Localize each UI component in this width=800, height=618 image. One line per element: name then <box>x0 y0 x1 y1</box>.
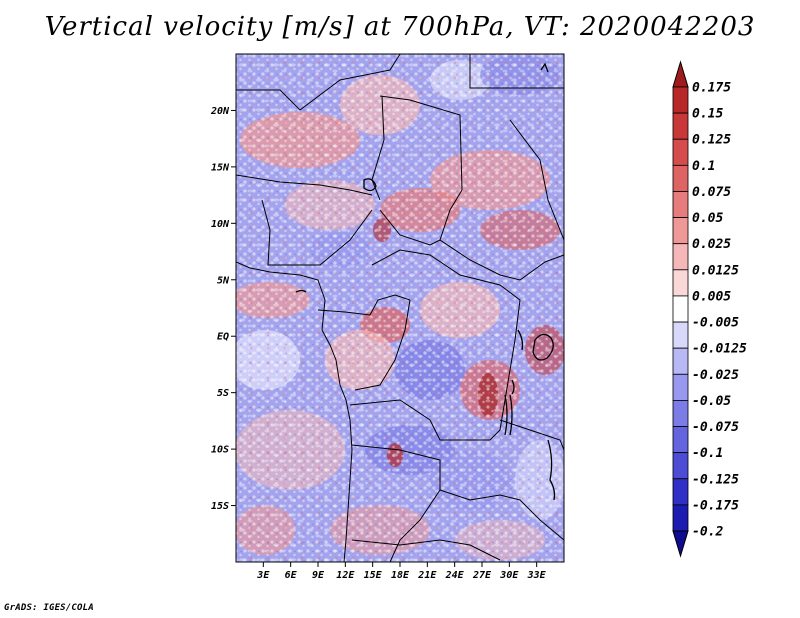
colorbar-segment <box>672 452 689 480</box>
colorbar-segment <box>672 191 689 218</box>
lon-tick-label: 21E <box>417 570 437 581</box>
border-libya-chad <box>379 95 463 191</box>
lon-tick-label: 9E <box>312 570 325 581</box>
colorbar-label: 0.175 <box>692 81 731 96</box>
colorbar-label: -0.1 <box>692 446 723 461</box>
border-car-drc <box>371 249 521 301</box>
lake-victoria <box>532 333 554 361</box>
border-zambia <box>439 489 564 541</box>
colorbar-label: 0.15 <box>692 107 723 122</box>
latitude-axis: 20N 15N 10N 5N EQ 5S 10S 15S <box>210 106 236 512</box>
lat-tick-label: 5S <box>217 388 229 399</box>
lon-tick-label: 12E <box>336 570 355 581</box>
colorbar-segment <box>672 347 689 375</box>
colorbar-segment <box>672 426 689 454</box>
colorbar-label: -0.0125 <box>692 342 747 357</box>
lake-chad <box>363 178 377 192</box>
lat-tick-label: 15N <box>211 162 230 173</box>
colorbar-label: -0.2 <box>692 525 723 540</box>
border-cameroon-congo <box>317 294 411 316</box>
colorbar-label: -0.05 <box>692 394 731 409</box>
chart-title: Vertical velocity [m/s] at 700hPa, VT: 2… <box>44 12 756 42</box>
colorbar-label: -0.025 <box>692 368 739 383</box>
lat-tick-label: 10N <box>211 219 230 230</box>
colorbar-label: 0.125 <box>692 133 731 148</box>
border-angola <box>351 444 441 562</box>
border-nigeria <box>261 199 373 266</box>
colorbar-label: 0.1 <box>692 159 715 174</box>
colorbar-segment <box>672 112 689 140</box>
field-texture-coarse <box>236 54 564 562</box>
lake-nasser <box>540 62 549 73</box>
border-east-africa <box>509 119 564 241</box>
lon-tick-label: 15E <box>364 570 383 581</box>
border-drc-south <box>349 399 490 441</box>
colorbar-segment <box>672 269 689 297</box>
lon-tick-label: 3E <box>256 570 270 581</box>
colorbar-max-arrow <box>672 60 689 88</box>
colorbar-segment <box>672 321 689 349</box>
colorbar-label: 0.05 <box>692 211 723 226</box>
lon-tick-label: 30E <box>499 570 519 581</box>
border-sahel <box>236 174 373 196</box>
lat-tick-label: 5N <box>217 275 230 286</box>
colorbar-label: -0.005 <box>692 316 739 331</box>
colorbar-segment <box>672 86 689 114</box>
longitude-axis: 3E 6E 9E 12E 15E 18E 21E 24E 27E 30E 33E <box>256 562 547 581</box>
colorbar-label: -0.125 <box>692 472 739 487</box>
lake-kivu <box>511 379 515 395</box>
colorbar-segment <box>672 164 689 192</box>
border-congo-drc <box>354 299 411 391</box>
colorbar-segment <box>672 217 689 245</box>
lat-tick-label: 20N <box>210 106 230 117</box>
lon-tick-label: 33E <box>527 570 547 581</box>
colorbar-label: 0.025 <box>692 237 731 252</box>
lon-tick-label: 18E <box>391 570 410 581</box>
lake-albert <box>517 329 524 351</box>
colorbar-label: 0.075 <box>692 185 731 200</box>
border-north-west <box>236 54 401 111</box>
lakes-and-rivers <box>295 62 556 501</box>
coast-island <box>295 289 307 293</box>
country-borders <box>236 54 564 562</box>
border-tanzania <box>499 419 564 451</box>
colorbar-segment <box>672 138 689 166</box>
colorbar-min-arrow <box>672 530 689 558</box>
colorbar: 0.175 0.15 0.125 0.1 0.075 0.05 0.025 0.0125 0.0… <box>672 60 747 558</box>
colorbar-segment <box>672 243 689 271</box>
border-niger-chad <box>371 95 385 201</box>
lat-tick-label: 15S <box>211 501 229 512</box>
footer-credit: GrADS: IGES/COLA <box>4 603 94 613</box>
map-plot-area <box>236 54 564 562</box>
colorbar-label: 0.0125 <box>692 263 739 278</box>
colorbar-segment <box>672 478 689 506</box>
colorbar-segment <box>672 504 689 532</box>
lon-tick-label: 27E <box>472 570 492 581</box>
colorbar-segment <box>672 295 689 323</box>
border-horn <box>469 54 564 89</box>
lon-tick-label: 24E <box>445 570 465 581</box>
colorbar-label: -0.175 <box>692 498 739 513</box>
lake-tanganyika <box>504 394 513 436</box>
colorbar-segment <box>672 400 689 427</box>
lat-tick-label: EQ <box>217 332 229 343</box>
colorbar-label: -0.075 <box>692 420 739 435</box>
lon-tick-label: 6E <box>285 570 298 581</box>
coastline-west-africa <box>236 261 353 562</box>
lat-tick-label: 10S <box>211 445 229 456</box>
border-namibia <box>351 539 501 561</box>
border-drc-east <box>489 299 521 441</box>
lake-malawi <box>547 439 556 501</box>
border-chad-sudan <box>439 189 564 281</box>
colorbar-label: 0.005 <box>692 289 731 304</box>
colorbar-segment <box>672 373 689 401</box>
border-car-chad <box>379 209 441 246</box>
